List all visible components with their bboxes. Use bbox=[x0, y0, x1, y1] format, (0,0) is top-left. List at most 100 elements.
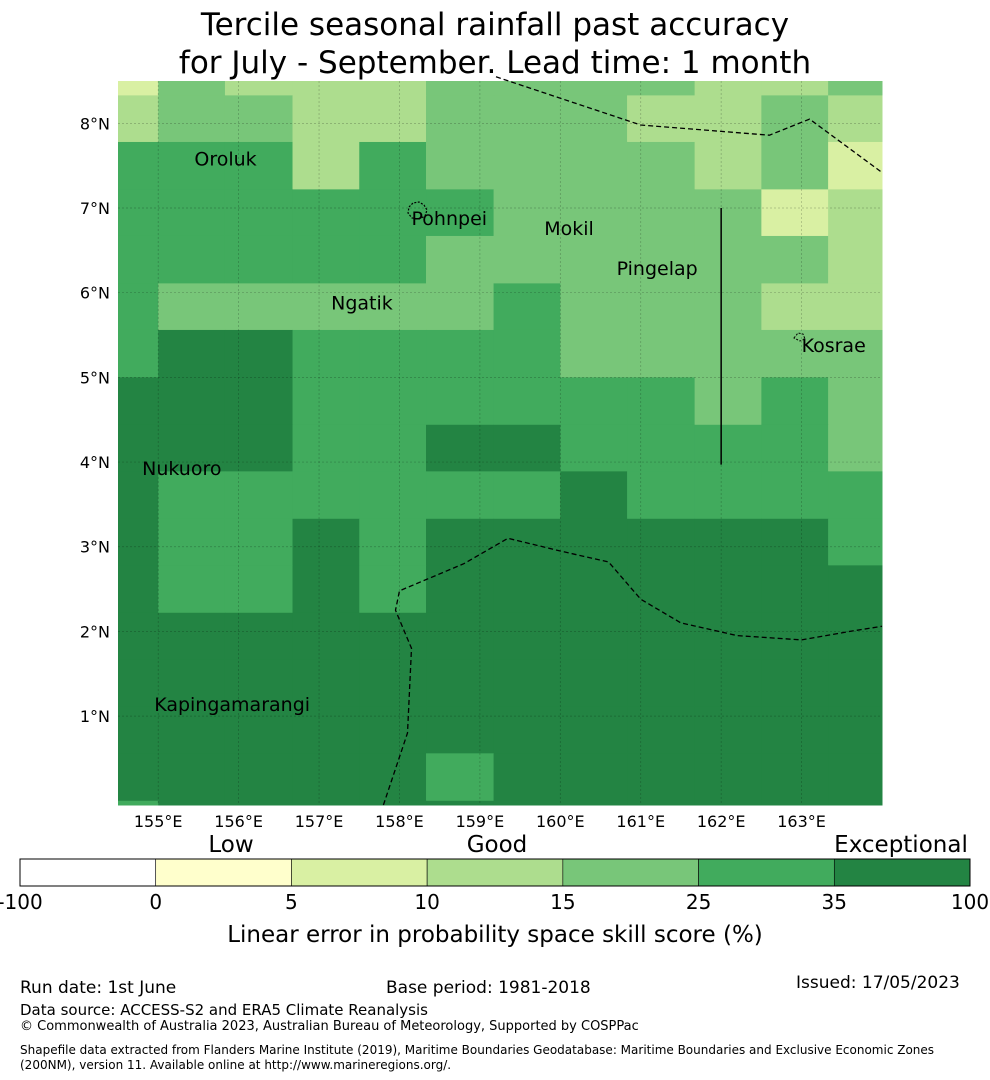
skill-grid-cell bbox=[426, 753, 495, 802]
skill-grid-cell bbox=[426, 235, 495, 284]
skill-grid-cell bbox=[493, 95, 561, 143]
place-label-kosrae: Kosrae bbox=[802, 335, 866, 357]
eez-boundary-line bbox=[382, 537, 883, 806]
skill-grid-cell bbox=[828, 95, 883, 143]
skill-grid-cell bbox=[292, 753, 360, 802]
latitude-tick-label: 6°N bbox=[80, 284, 110, 303]
skill-grid-cell bbox=[828, 706, 883, 754]
skill-grid-cell bbox=[426, 706, 495, 754]
skill-grid-cell bbox=[118, 518, 159, 566]
skill-grid-cell bbox=[158, 95, 226, 143]
skill-grid-cell bbox=[493, 424, 561, 472]
colorbar-swatch bbox=[698, 858, 835, 887]
skill-grid-cell bbox=[828, 235, 883, 284]
skill-grid-cell bbox=[627, 706, 696, 754]
skill-grid-cell bbox=[292, 706, 360, 754]
skill-grid-cell bbox=[761, 800, 829, 806]
place-label-mokil: Mokil bbox=[544, 218, 594, 240]
skill-grid-cell bbox=[158, 753, 226, 802]
skill-grid-cell bbox=[493, 612, 561, 660]
longitude-tick-label: 160°E bbox=[536, 812, 585, 831]
skill-grid-cell bbox=[560, 95, 628, 143]
skill-grid-cell bbox=[118, 377, 159, 426]
skill-grid-cell bbox=[828, 424, 883, 472]
skill-grid-cell bbox=[828, 81, 883, 96]
skill-grid-cell bbox=[224, 141, 294, 190]
skill-grid-cell bbox=[224, 565, 294, 614]
pohnpei-island-outline bbox=[407, 201, 428, 220]
skill-grid-cell bbox=[694, 329, 762, 378]
skill-grid-cell bbox=[560, 81, 628, 96]
skill-grid-cell bbox=[761, 565, 829, 614]
skill-grid-cell bbox=[493, 141, 561, 190]
skill-grid-cell bbox=[359, 659, 427, 708]
skill-grid-cell bbox=[359, 235, 427, 284]
skill-grid-cell bbox=[761, 518, 829, 566]
skill-grid-cell bbox=[627, 235, 696, 284]
skill-grid-cell bbox=[118, 329, 159, 378]
skill-grid-cell bbox=[158, 377, 226, 426]
skill-grid-cell bbox=[224, 377, 294, 426]
place-label-kapingamarangi: Kapingamarangi bbox=[154, 694, 310, 716]
longitude-tick-label: 156°E bbox=[214, 812, 263, 831]
colorbar-tick-label: 15 bbox=[550, 890, 575, 914]
skill-grid-layer bbox=[118, 81, 883, 806]
skill-grid-cell bbox=[761, 95, 829, 143]
skill-map-figure: Oroluk Pohnpei Mokil Pingelap Ngatik Kosrae Nu… bbox=[0, 76, 989, 948]
skill-grid-cell bbox=[828, 471, 883, 520]
skill-grid-cell bbox=[118, 235, 159, 284]
issued-date-text: Issued: 17/05/2023 bbox=[796, 973, 960, 993]
skill-grid-cell bbox=[118, 424, 159, 472]
colorbar-frame bbox=[19, 858, 971, 887]
longitude-tick-label: 159°E bbox=[456, 812, 505, 831]
skill-grid-cell bbox=[560, 706, 628, 754]
skill-grid-cell bbox=[359, 283, 427, 331]
colorbar-tick-label: 5 bbox=[285, 890, 298, 914]
map-axes-layer: 155°E 156°E 157°E 158°E 159°E 160°E 161°E 162°E… bbox=[80, 114, 826, 831]
skill-grid-cell bbox=[158, 518, 226, 566]
latitude-tick-label: 5°N bbox=[80, 368, 110, 387]
skill-grid-cell bbox=[493, 283, 561, 331]
skill-grid-cell bbox=[560, 189, 628, 237]
skill-grid-cell bbox=[761, 424, 829, 472]
place-label-nukuoro: Nukuoro bbox=[142, 458, 221, 480]
island-outline-layer bbox=[407, 201, 806, 342]
skill-grid-cell bbox=[493, 377, 561, 426]
skill-grid-cell bbox=[224, 329, 294, 378]
latitude-tick-label: 3°N bbox=[80, 538, 110, 557]
skill-grid-cell bbox=[426, 141, 495, 190]
skill-grid-cell bbox=[694, 283, 762, 331]
skill-grid-cell bbox=[292, 612, 360, 660]
chart-title-line-1: Tercile seasonal rainfall past accuracy bbox=[200, 7, 790, 43]
skill-grid-cell bbox=[118, 81, 159, 96]
skill-grid-cell bbox=[627, 518, 696, 566]
skill-grid-cell bbox=[694, 800, 762, 806]
skill-grid-cell bbox=[359, 95, 427, 143]
skill-grid-cell bbox=[426, 189, 495, 237]
skill-grid-cell bbox=[694, 81, 762, 96]
skill-grid-cell bbox=[627, 283, 696, 331]
skill-grid-cell bbox=[761, 471, 829, 520]
colorbar-swatch bbox=[155, 858, 292, 887]
skill-grid-cell bbox=[359, 424, 427, 472]
skill-grid-cell bbox=[627, 95, 696, 143]
skill-grid-cell bbox=[292, 518, 360, 566]
skill-grid-cell bbox=[560, 283, 628, 331]
colorbar-tick-label: 100 bbox=[951, 890, 989, 914]
skill-grid-cell bbox=[493, 565, 561, 614]
skill-grid-cell bbox=[118, 612, 159, 660]
skill-grid-cell bbox=[426, 424, 495, 472]
skill-grid-cell bbox=[828, 659, 883, 708]
skill-grid-cell bbox=[158, 329, 226, 378]
skill-grid-cell bbox=[627, 424, 696, 472]
skill-grid-cell bbox=[426, 95, 495, 143]
place-label-pingelap: Pingelap bbox=[617, 258, 698, 280]
skill-grid-cell bbox=[158, 612, 226, 660]
colorbar-swatch bbox=[291, 858, 428, 887]
skill-grid-cell bbox=[493, 753, 561, 802]
skill-grid-cell bbox=[560, 235, 628, 284]
skill-grid-cell bbox=[426, 81, 495, 96]
skill-grid-cell bbox=[694, 235, 762, 284]
colorbar-swatch bbox=[426, 858, 564, 887]
skill-grid-cell bbox=[426, 612, 495, 660]
